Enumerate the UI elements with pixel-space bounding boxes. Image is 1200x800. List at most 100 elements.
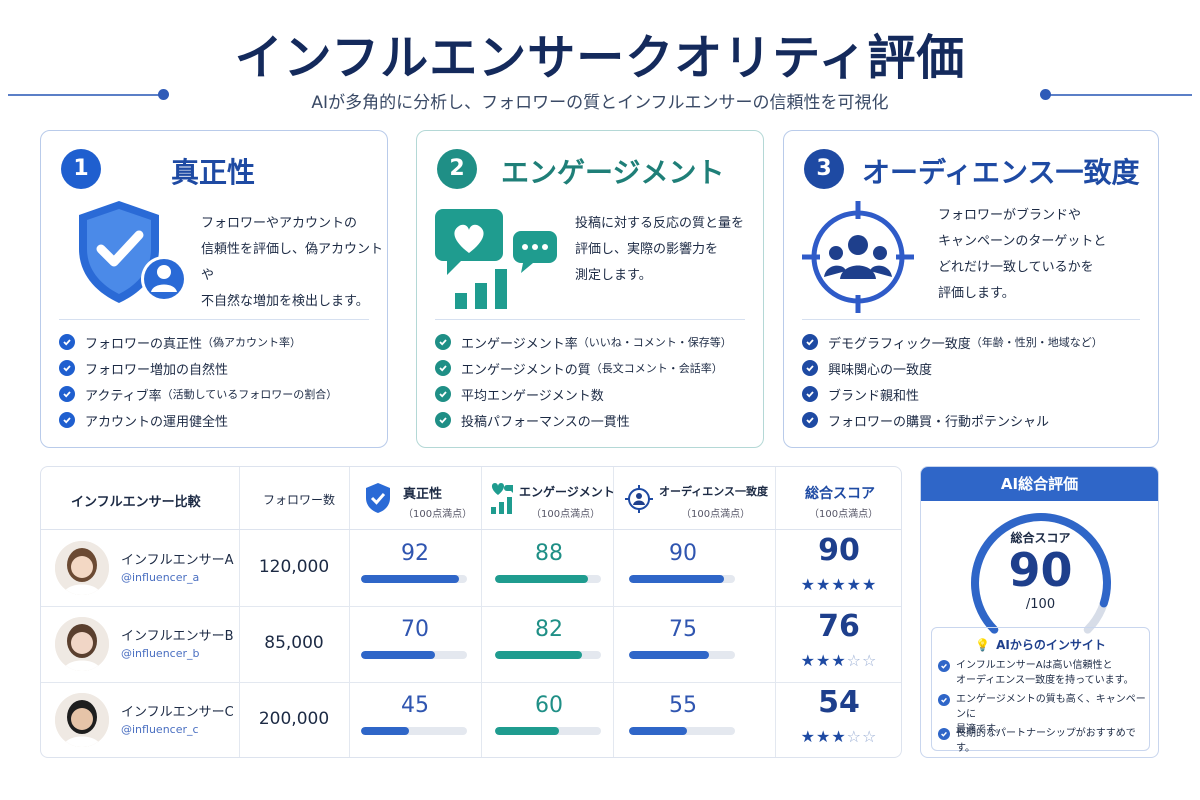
- engagement-bar-fill: [495, 575, 589, 583]
- score-gauge: [971, 513, 1111, 634]
- engagement-bar: [495, 727, 601, 735]
- header-dot-right: [1040, 89, 1051, 100]
- card-divider: [435, 319, 745, 320]
- star-full-icon: ★: [815, 575, 832, 594]
- avatar: [55, 693, 109, 747]
- ai-score-panel: AI総合評価 総合スコア 90 /100 💡 AIからのインサイト インフルエンサ…: [920, 466, 1159, 758]
- influencer-name: インフルエンサーA: [121, 553, 234, 568]
- criteria-label: 平均エンゲージメント数: [461, 388, 604, 404]
- card-number: 3: [804, 149, 844, 189]
- description-line: 評価し、実際の影響力を: [575, 242, 719, 257]
- header-total: 総合スコア: [805, 486, 875, 502]
- follower-count: 120,000: [258, 557, 330, 577]
- star-full-icon: ★: [800, 575, 816, 594]
- gauge-max: /100: [1025, 597, 1056, 612]
- criteria-list: フォロワーの真正性 （偽アカウント率） フォロワー増加の自然性 アクティブ率 （活動…: [59, 329, 337, 433]
- criteria-note: （いいね・コメント・保存等）: [577, 336, 732, 349]
- criteria-item: 平均エンゲージメント数: [435, 381, 732, 407]
- criteria-label: アクティブ率: [85, 388, 162, 404]
- target-audience-icon: [625, 485, 653, 513]
- card-number: 1: [61, 149, 101, 189]
- check-icon: [435, 412, 451, 428]
- star-empty-icon: ☆: [862, 651, 878, 670]
- audience-score: 90: [669, 541, 697, 566]
- criteria-label: フォロワーの購買・行動ポテンシャル: [828, 414, 1050, 430]
- insight-line: 長期的なパートナーシップがおすすめです。: [956, 728, 1136, 754]
- authenticity-bar-fill: [361, 651, 436, 659]
- column-divider: [775, 467, 776, 757]
- header-followers: フォロワー数: [263, 493, 336, 507]
- check-icon: [938, 728, 950, 740]
- column-divider: [349, 467, 350, 757]
- star-empty-icon: ☆: [846, 727, 863, 746]
- page-subtitle: AIが多角的に分析し、フォロワーの質とインフルエンサーの信頼性を可視化: [311, 93, 889, 113]
- star-full-icon: ★: [846, 575, 863, 594]
- total-score: 90: [818, 533, 860, 568]
- star-full-icon: ★: [831, 575, 847, 594]
- header-sub: （100点満点）: [403, 509, 473, 520]
- card-divider: [802, 319, 1140, 320]
- criteria-note: （活動しているフォロワーの割合）: [161, 388, 338, 401]
- card-description: フォロワーやアカウントの 信頼性を評価し、偽アカウントや 不自然な増加を検出しま…: [201, 211, 387, 315]
- card-description: フォロワーがブランドや キャンペーンのターゲットと どれだけ一致しているかを 評…: [938, 203, 1106, 307]
- influencer-handle: @influencer_a: [121, 571, 200, 584]
- engagement-bar: [495, 651, 601, 659]
- influencer-handle: @influencer_c: [121, 723, 199, 736]
- criteria-item: ブランド親和性: [802, 381, 1103, 407]
- check-icon: [802, 412, 818, 428]
- engagement-bar-fill: [495, 727, 559, 735]
- header-sub: （100点満点）: [531, 509, 601, 520]
- criteria-label: フォロワー増加の自然性: [85, 362, 229, 378]
- card-title: オーディエンス一致度: [862, 156, 1140, 189]
- criteria-note: （年齢・性別・地域など）: [970, 336, 1103, 349]
- card-description: 投稿に対する反応の質と量を 評価し、実際の影響力を 測定します。: [575, 211, 744, 289]
- insight-title: 💡 AIからのインサイト: [932, 636, 1149, 653]
- criteria-label: フォロワーの真正性: [85, 336, 203, 352]
- description-line: 不自然な増加を検出します。: [201, 294, 369, 309]
- check-icon: [435, 360, 451, 376]
- ai-insight-box: 💡 AIからのインサイト インフルエンサーAは高い信頼性とオーディエンス一致度を持…: [931, 627, 1150, 754]
- engagement-score: 88: [535, 541, 563, 566]
- card-authenticity: 1 真正性 フォロワーやアカウントの 信頼性を評価し、偽アカウントや 不自然な増…: [40, 130, 388, 448]
- star-rating: ★★★★★: [775, 575, 901, 594]
- audience-bar: [629, 727, 735, 735]
- criteria-list: デモグラフィック一致度 （年齢・性別・地域など） 興味関心の一致度 ブランド親和性…: [802, 329, 1103, 433]
- criteria-item: 興味関心の一致度: [802, 355, 1103, 381]
- star-full-icon: ★: [831, 727, 847, 746]
- authenticity-bar-fill: [361, 727, 409, 735]
- audience-score: 75: [669, 617, 697, 642]
- total-score: 76: [818, 609, 860, 644]
- criteria-item: アカウントの運用健全性: [59, 407, 337, 433]
- insight-item: 長期的なパートナーシップがおすすめです。: [938, 726, 1149, 756]
- header-line-right: [1046, 94, 1192, 96]
- header-audience-match: オーディエンス一致度: [659, 485, 769, 498]
- header-engagement: エンゲージメント: [519, 485, 615, 499]
- engagement-bar: [495, 575, 601, 583]
- lightbulb-icon: 💡: [975, 638, 991, 652]
- column-divider: [613, 467, 614, 757]
- criteria-list: エンゲージメント率 （いいね・コメント・保存等） エンゲージメントの質 （長文コメン…: [435, 329, 732, 433]
- audience-bar-fill: [629, 575, 725, 583]
- criteria-item: フォロワーの真正性 （偽アカウント率）: [59, 329, 337, 355]
- column-divider: [481, 467, 482, 757]
- insight-title-text: AIからのインサイト: [996, 638, 1106, 652]
- authenticity-score: 70: [401, 617, 429, 642]
- gauge-value: 90: [1008, 543, 1073, 597]
- card-number: 2: [437, 149, 477, 189]
- table-row: インフルエンサーB @influencer_b 85,000 70 82 75 76 ★★★☆…: [41, 607, 901, 683]
- follower-count: 200,000: [258, 709, 330, 729]
- authenticity-score: 92: [401, 541, 429, 566]
- description-line: 測定します。: [575, 268, 652, 283]
- insight-line: オーディエンス一致度を持っています。: [956, 675, 1134, 686]
- insight-line: インフルエンサーAは高い信頼性と: [956, 660, 1113, 671]
- authenticity-bar-fill: [361, 575, 459, 583]
- audience-bar: [629, 651, 735, 659]
- target-audience-icon: [800, 199, 916, 315]
- check-icon: [59, 412, 75, 428]
- card-engagement: 2 エンゲージメント 投稿に対する反応の質と量を 評価し、実際の影響力を 測定し…: [416, 130, 764, 448]
- criteria-item: 投稿パフォーマンスの一貫性: [435, 407, 732, 433]
- gauge-label: 総合スコア: [1010, 531, 1071, 545]
- authenticity-bar: [361, 651, 467, 659]
- criteria-item: アクティブ率 （活動しているフォロワーの割合）: [59, 381, 337, 407]
- check-icon: [938, 660, 950, 672]
